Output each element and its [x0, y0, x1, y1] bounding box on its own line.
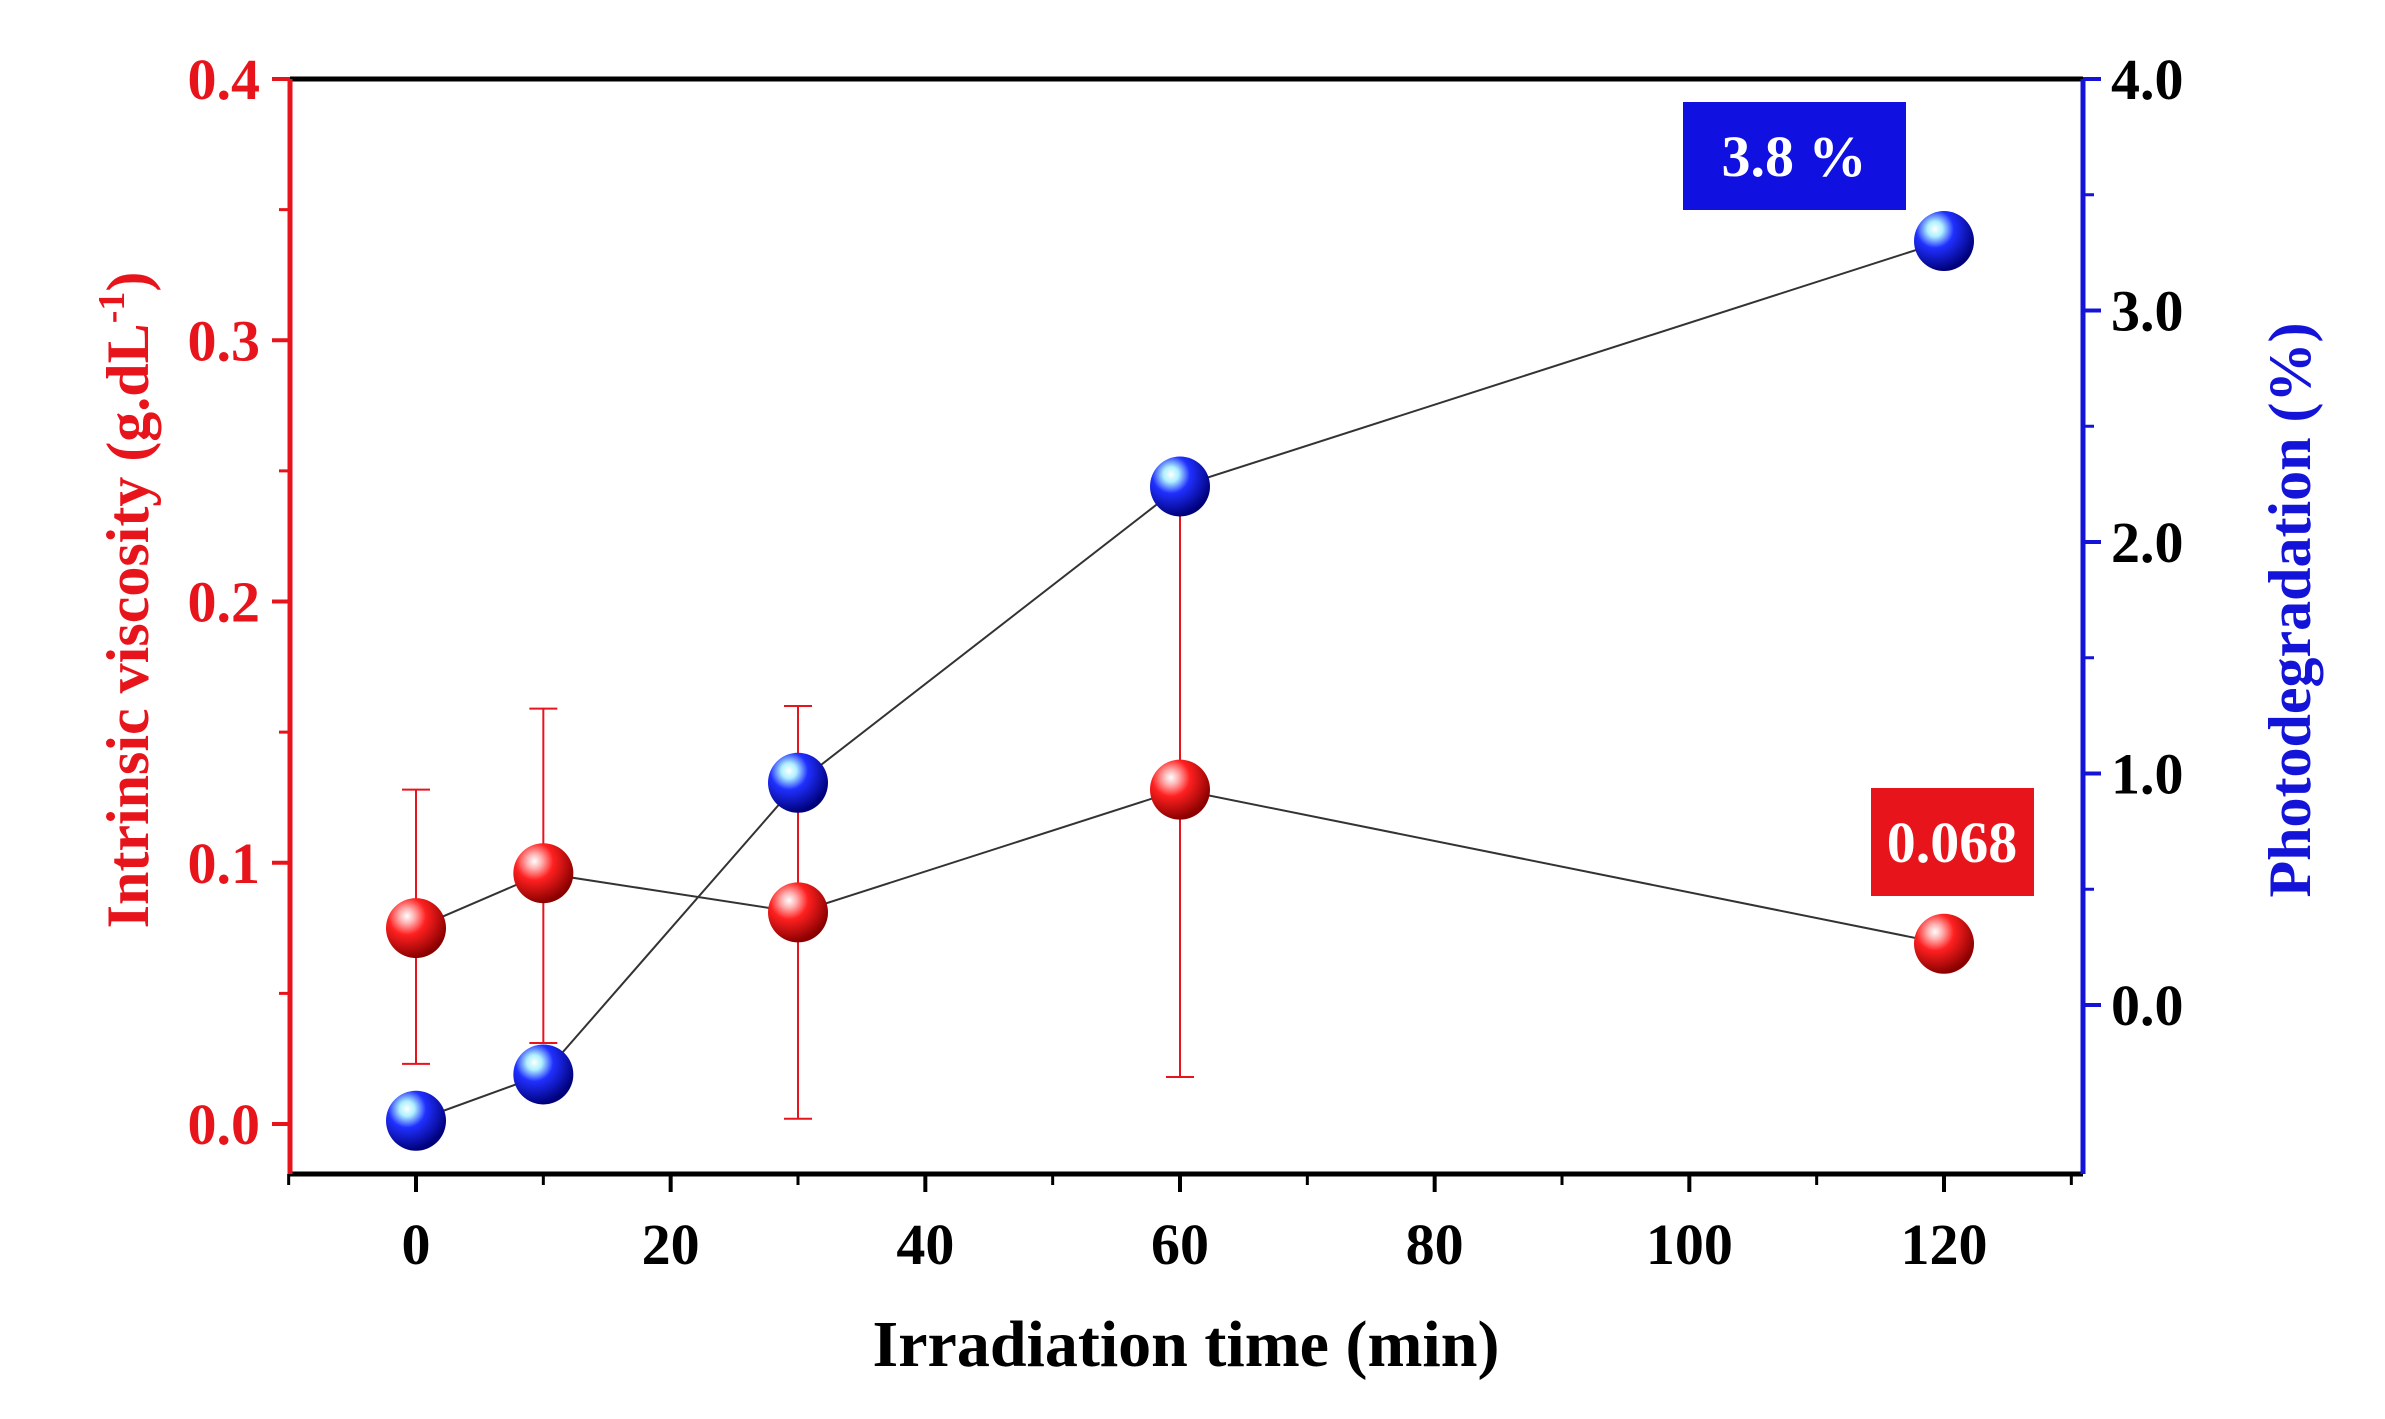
left-tick-label: 0.2 [188, 570, 261, 635]
x-tick-label: 60 [1151, 1212, 1209, 1277]
left-axis-title-main: Intrinsic viscosity (g.dL [95, 323, 161, 928]
x-tick-label: 80 [1406, 1212, 1464, 1277]
x-tick-label: 100 [1646, 1212, 1733, 1277]
viscosity-point-120 [1914, 913, 1974, 974]
data-markers [386, 211, 1974, 1151]
right-tick-label: 1.0 [2111, 742, 2184, 807]
x-tick-label: 0 [402, 1212, 431, 1277]
viscosity-point-10 [513, 843, 574, 904]
left-axis-ticks: 0.0 0.1 0.2 0.3 0.4 [188, 47, 290, 1157]
right-tick-label: 4.0 [2111, 47, 2184, 112]
x-axis-title: Irradiation time (min) [873, 1308, 1500, 1381]
x-tick-label: 40 [896, 1212, 954, 1277]
viscosity-point-60 [1150, 759, 1210, 820]
viscosity-point-0 [386, 898, 446, 959]
annotation-viscosity-box [1871, 788, 2034, 896]
annotation-photodegradation-label: 3.8 % [1722, 124, 1867, 189]
annotation-viscosity-label: 0.068 [1887, 810, 2018, 875]
x-axis-ticks: 0 20 40 60 80 100 120 [287, 1174, 2073, 1277]
photodegradation-point-30 [768, 752, 828, 813]
left-axis-title: Intrinsic viscosity (g.dL-1) [91, 272, 161, 929]
left-axis-title-superscript: -1 [91, 292, 133, 324]
right-axis-ticks: 0.0 1.0 2.0 3.0 4.0 [2083, 47, 2184, 1038]
x-tick-label: 20 [642, 1212, 700, 1277]
photodegradation-point-10 [513, 1044, 574, 1105]
photodegradation-point-0 [386, 1090, 446, 1151]
left-axis-title-close: ) [95, 272, 161, 292]
left-tick-label: 0.3 [188, 308, 261, 373]
annotation-photodegradation-box [1683, 102, 1906, 210]
viscosity-point-30 [768, 882, 828, 943]
right-tick-label: 3.0 [2111, 279, 2184, 344]
left-tick-label: 0.4 [188, 47, 261, 112]
photodegradation-point-120 [1914, 211, 1974, 272]
x-tick-label: 120 [1901, 1212, 1988, 1277]
left-tick-label: 0.1 [188, 831, 261, 896]
right-tick-label: 2.0 [2111, 510, 2184, 575]
right-tick-label: 0.0 [2111, 973, 2184, 1038]
photodegradation-point-60 [1150, 456, 1210, 517]
left-tick-label: 0.0 [188, 1092, 261, 1157]
right-axis-title: Photodegradation (%) [2257, 323, 2323, 898]
